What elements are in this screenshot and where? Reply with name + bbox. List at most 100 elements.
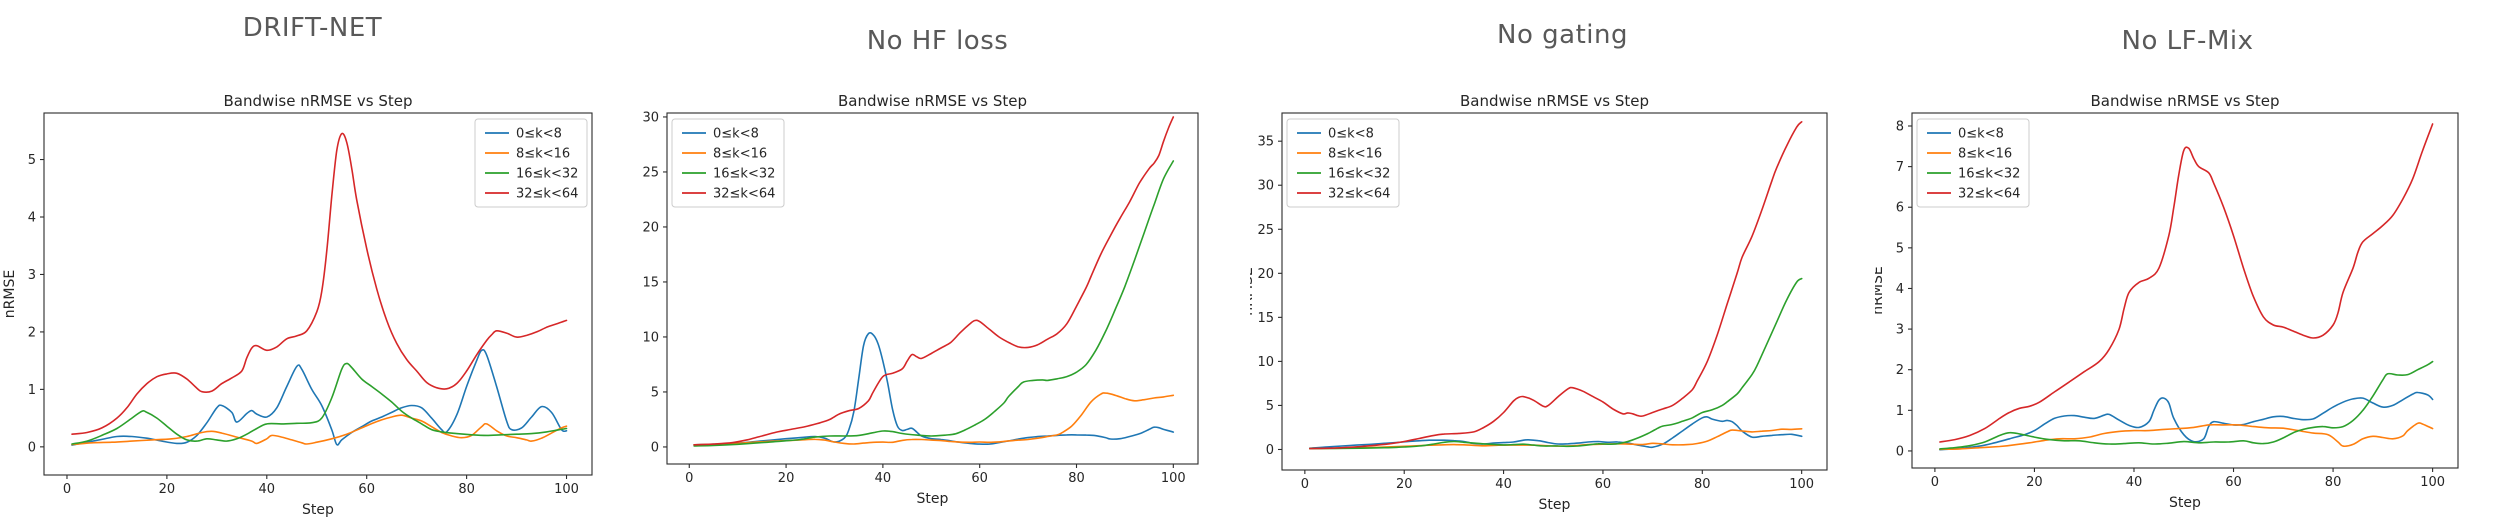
y-tick-label: 30	[1257, 179, 1274, 194]
series-line-band-2	[1939, 360, 2434, 450]
legend: 0≤k<8 8≤k<16 16≤k<32 32≤k<64	[1916, 118, 2030, 208]
legend-item-label: 8≤k<16	[1958, 147, 2012, 162]
x-tick-label: 100	[554, 482, 579, 497]
y-tick-label: 0	[1266, 443, 1274, 458]
series-line-band-1	[693, 392, 1175, 446]
x-tick-label: 20	[778, 471, 795, 486]
legend-item-label: 16≤k<32	[1958, 167, 2020, 182]
y-tick-label: 3	[28, 268, 36, 283]
x-tick-label: 20	[2026, 475, 2043, 490]
series-line-band-3	[1939, 123, 2434, 443]
legend-box	[1916, 118, 2030, 208]
series-line-band-3	[71, 132, 568, 435]
legend-item-label: 32≤k<64	[1328, 187, 1390, 202]
y-axis-label: nRMSE	[1875, 266, 1886, 314]
legend-item-label: 16≤k<32	[713, 167, 775, 182]
legend-item-label: 0≤k<8	[713, 127, 759, 142]
y-tick-label: 15	[642, 275, 659, 290]
legend: 0≤k<8 8≤k<16 16≤k<32 32≤k<64	[474, 118, 588, 208]
chart-title: Bandwise nRMSE vs Step	[1460, 92, 1649, 110]
chart-panel-drift-net: DRIFT-NET Bandwise nRMSE vs Step 0 20 40 60 8…	[0, 0, 625, 518]
legend-item-label: 16≤k<32	[516, 167, 578, 182]
x-tick-label: 20	[1396, 477, 1413, 492]
legend-item-label: 8≤k<16	[516, 147, 570, 162]
y-tick-label: 5	[1896, 241, 1904, 256]
legend-item-label: 32≤k<64	[713, 187, 775, 202]
legend-item-label: 8≤k<16	[1328, 147, 1382, 162]
x-tick-label: 80	[458, 482, 475, 497]
legend-item-label: 8≤k<16	[713, 147, 767, 162]
panel-title: DRIFT-NET	[242, 13, 383, 43]
legend-item-label: 0≤k<8	[1328, 127, 1374, 142]
legend-box	[474, 118, 588, 208]
series-line-band-1	[71, 414, 568, 446]
legend-item-label: 32≤k<64	[1958, 187, 2020, 202]
y-tick-label: 25	[1257, 223, 1274, 238]
x-tick-label: 40	[1495, 477, 1512, 492]
chart-panel-no-lf-mix: No LF-Mix Bandwise nRMSE vs Step 0 20 40 60 8…	[1875, 0, 2500, 518]
legend-box	[671, 118, 785, 208]
y-tick-label: 5	[1266, 399, 1274, 414]
y-tick-label: 2	[1896, 363, 1904, 378]
x-axis-label: Step	[1539, 497, 1571, 513]
y-tick-label: 6	[1896, 201, 1904, 216]
y-tick-label: 30	[642, 110, 659, 125]
legend: 0≤k<8 8≤k<16 16≤k<32 32≤k<64	[671, 118, 785, 208]
plot-frame	[666, 112, 1199, 465]
legend: 0≤k<8 8≤k<16 16≤k<32 32≤k<64	[1286, 118, 1400, 208]
series-line-band-0	[71, 348, 568, 446]
y-tick-label: 0	[651, 440, 659, 455]
y-tick-label: 2	[28, 325, 36, 340]
chart-title: Bandwise nRMSE vs Step	[2090, 92, 2279, 110]
series-line-band-0	[693, 331, 1175, 446]
x-tick-label: 60	[971, 471, 988, 486]
legend-box	[1286, 118, 1400, 208]
x-tick-label: 40	[259, 482, 276, 497]
line-chart-no-gating: Bandwise nRMSE vs Step 0 20 40 60 80 100 0 5 10 15…	[1250, 92, 1828, 513]
y-tick-label: 20	[642, 220, 659, 235]
y-axis-label: nRMSE	[1250, 267, 1256, 315]
panel-title: No LF-Mix	[2121, 26, 2254, 56]
y-tick-label: 7	[1896, 160, 1904, 175]
legend-item-label: 16≤k<32	[1328, 167, 1390, 182]
series-line-band-3	[693, 116, 1175, 446]
x-tick-label: 0	[1301, 477, 1309, 492]
x-axis-label: Step	[917, 491, 949, 507]
y-tick-label: 10	[642, 330, 659, 345]
x-axis-label: Step	[2169, 495, 2201, 511]
plot-frame	[1281, 112, 1828, 471]
y-tick-label: 35	[1257, 135, 1274, 150]
x-tick-label: 100	[1161, 471, 1186, 486]
y-tick-label: 3	[1896, 323, 1904, 338]
y-axis-label: nRMSE	[2, 270, 18, 318]
x-tick-label: 40	[875, 471, 892, 486]
panel-title: No gating	[1497, 20, 1628, 50]
y-tick-label: 0	[1896, 444, 1904, 459]
y-tick-label: 4	[28, 211, 36, 226]
x-tick-label: 0	[685, 471, 693, 486]
x-tick-label: 60	[2225, 475, 2242, 490]
y-tick-label: 0	[28, 440, 36, 455]
chart-title: Bandwise nRMSE vs Step	[838, 92, 1027, 110]
chart-panel-no-gating: No gating Bandwise nRMSE vs Step 0 20 40 60 8…	[1250, 0, 1875, 518]
panel-title: No HF loss	[866, 26, 1009, 56]
y-tick-label: 15	[1257, 311, 1274, 326]
line-chart-no-hf-loss: Bandwise nRMSE vs Step 0 20 40 60 80 100 0 5 10 15…	[642, 92, 1199, 507]
series-line-band-0	[1309, 415, 1803, 449]
legend-item-label: 0≤k<8	[1958, 127, 2004, 142]
series-line-band-1	[1939, 422, 2434, 451]
x-tick-label: 80	[1694, 477, 1711, 492]
y-tick-label: 5	[651, 385, 659, 400]
legend-item-label: 0≤k<8	[516, 127, 562, 142]
series-line-band-2	[71, 362, 568, 445]
y-tick-label: 25	[642, 165, 659, 180]
y-tick-label: 20	[1257, 267, 1274, 282]
x-tick-label: 40	[2126, 475, 2143, 490]
line-chart-no-lf-mix: Bandwise nRMSE vs Step 0 20 40 60 80 100 0 1 2 3 4 5…	[1875, 92, 2459, 511]
series-line-band-2	[693, 160, 1175, 447]
y-tick-label: 1	[28, 383, 36, 398]
x-tick-label: 60	[358, 482, 375, 497]
plot-frame	[1911, 112, 2459, 469]
series-line-band-0	[1939, 391, 2434, 451]
y-tick-label: 10	[1257, 355, 1274, 370]
